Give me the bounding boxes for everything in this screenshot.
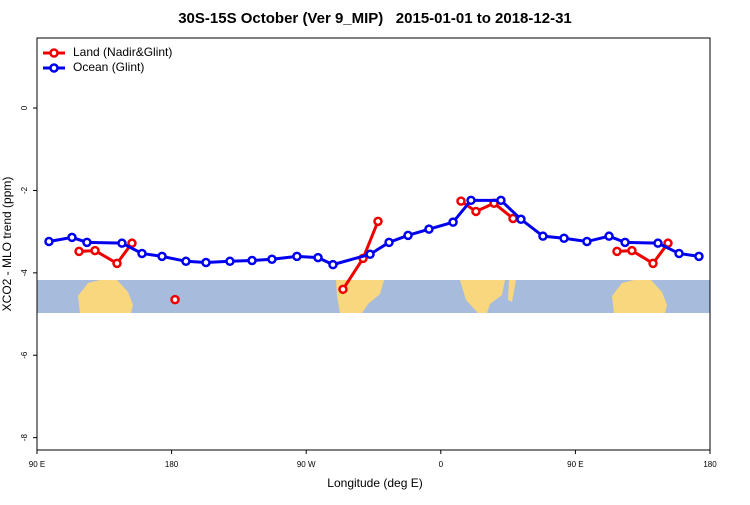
data-point: [612, 246, 622, 257]
data-point: [582, 236, 592, 247]
data-point: [82, 237, 92, 248]
legend-marker: [49, 48, 59, 58]
x-tick-label: 180: [703, 460, 717, 469]
data-point: [604, 231, 614, 241]
x-tick-label: 0: [439, 460, 444, 469]
data-point: [456, 196, 466, 206]
map-band: [37, 280, 710, 313]
data-point: [448, 217, 458, 227]
data-point: [117, 238, 127, 248]
data-point: [328, 259, 338, 270]
x-axis-label: Longitude (deg E): [327, 476, 422, 490]
legend-marker: [49, 63, 59, 73]
data-point: [225, 256, 235, 267]
data-point: [466, 195, 476, 206]
data-point: [267, 254, 277, 264]
series-line: [78, 199, 670, 291]
x-tick-label: 90 E: [567, 460, 583, 469]
x-tick-label: 180: [165, 460, 179, 469]
data-point: [620, 237, 630, 248]
chart-title: 30S-15S October (Ver 9_MIP) 2015-01-01 t…: [178, 10, 572, 27]
data-point: [559, 233, 569, 243]
data-point: [403, 230, 413, 241]
data-point: [627, 245, 637, 256]
x-tick-label: 90 E: [29, 460, 45, 469]
data-point: [181, 256, 191, 267]
data-point: [157, 251, 167, 262]
data-point: [538, 231, 548, 241]
data-point: [373, 216, 383, 227]
data-point: [653, 238, 663, 248]
data-point: [112, 258, 122, 269]
data-point: [648, 258, 658, 269]
data-point: [137, 248, 147, 259]
data-point: [44, 236, 54, 247]
data-point: [247, 255, 257, 266]
x-tick-label: 90 W: [297, 460, 316, 469]
data-point: [471, 206, 481, 217]
data-point: [201, 257, 211, 268]
y-tick-label: -2: [20, 186, 29, 194]
legend-label: Ocean (Glint): [73, 60, 144, 74]
data-point: [74, 246, 84, 257]
data-point: [694, 251, 704, 262]
data-point: [338, 284, 348, 295]
y-tick-label: -8: [20, 434, 29, 442]
data-point: [496, 195, 506, 206]
data-point: [313, 252, 323, 263]
data-point: [170, 294, 180, 305]
data-point: [292, 251, 302, 262]
data-point: [365, 249, 375, 260]
data-point: [674, 248, 684, 259]
y-axis-label: XCO2 - MLO trend (ppm): [0, 177, 14, 312]
data-point: [67, 232, 77, 243]
data-point: [424, 224, 434, 234]
legend-label: Land (Nadir&Glint): [73, 45, 172, 59]
plot-frame: [36, 37, 711, 451]
y-tick-label: -4: [20, 269, 29, 277]
y-tick-label: -6: [20, 351, 29, 359]
y-tick-label: 0: [20, 105, 29, 110]
data-point: [516, 214, 526, 225]
data-point: [384, 237, 394, 248]
data-point: [90, 245, 100, 256]
